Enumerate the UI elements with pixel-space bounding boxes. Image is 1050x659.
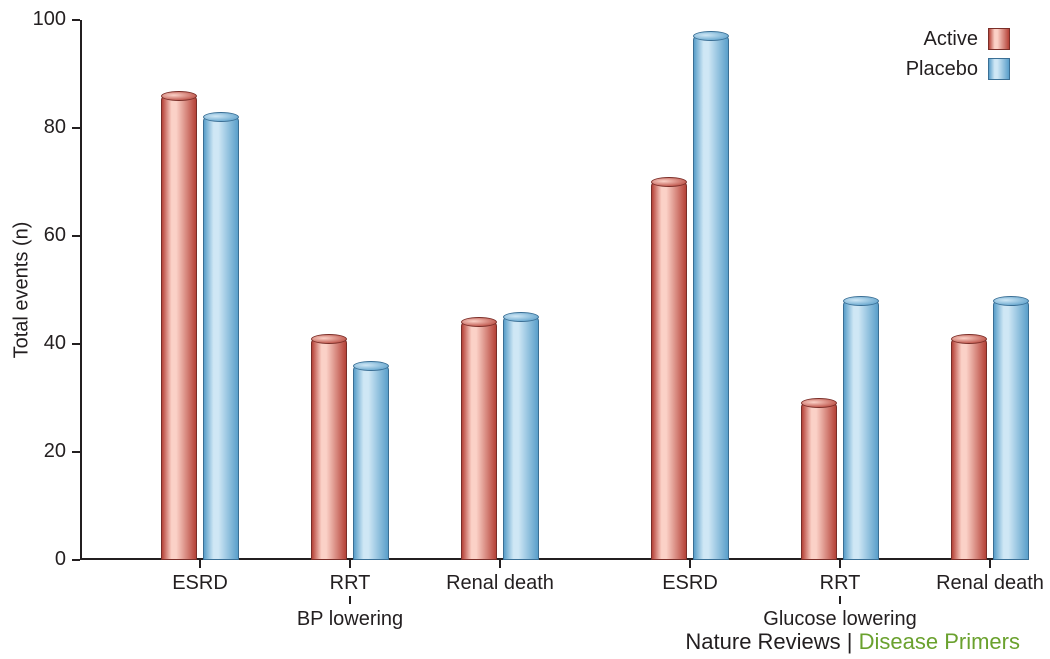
category-label: ESRD — [610, 572, 770, 595]
y-tick-label: 100 — [33, 8, 66, 31]
y-tick — [72, 343, 80, 345]
y-tick-label: 60 — [44, 224, 66, 247]
bar-cap — [651, 177, 687, 187]
x-tick — [839, 560, 841, 568]
bar — [843, 301, 879, 560]
x-tick — [689, 560, 691, 568]
y-tick — [72, 19, 80, 21]
x-tick — [989, 560, 991, 568]
y-axis-line — [80, 20, 82, 560]
group-label: Glucose lowering — [690, 608, 990, 631]
credit-separator: | — [841, 629, 859, 654]
bar — [993, 301, 1029, 560]
bar-cap — [993, 296, 1029, 306]
bar-cap — [951, 334, 987, 344]
credit-line: Nature Reviews | Disease Primers — [685, 629, 1020, 655]
y-tick — [72, 127, 80, 129]
bar-cap — [161, 91, 197, 101]
category-label: RRT — [270, 572, 430, 595]
bar — [651, 182, 687, 560]
legend-swatch — [988, 28, 1010, 50]
bar — [311, 339, 347, 560]
credit-suffix: Disease Primers — [859, 629, 1020, 654]
x-tick — [199, 560, 201, 568]
bar — [461, 322, 497, 560]
category-label: Renal death — [420, 572, 580, 595]
bar — [693, 36, 729, 560]
legend-item-label: Placebo — [906, 58, 978, 81]
bar — [353, 366, 389, 560]
bar-cap — [843, 296, 879, 306]
category-label: RRT — [760, 572, 920, 595]
y-tick-label: 20 — [44, 440, 66, 463]
category-label: Renal death — [910, 572, 1050, 595]
chart-container: Total events (n) Nature Reviews | Diseas… — [0, 0, 1050, 659]
legend-item-label: Active — [924, 28, 978, 51]
bar — [503, 317, 539, 560]
y-tick — [72, 559, 80, 561]
y-axis-title: Total events (n) — [11, 140, 34, 440]
bar — [801, 403, 837, 560]
y-tick — [72, 235, 80, 237]
legend-swatch — [988, 58, 1010, 80]
y-tick — [72, 451, 80, 453]
group-tick — [349, 596, 351, 604]
y-tick-label: 40 — [44, 332, 66, 355]
bar — [161, 96, 197, 560]
credit-prefix: Nature Reviews — [685, 629, 840, 654]
bar — [203, 117, 239, 560]
x-tick — [499, 560, 501, 568]
group-label: BP lowering — [200, 608, 500, 631]
bar-cap — [353, 361, 389, 371]
category-label: ESRD — [120, 572, 280, 595]
bar-cap — [503, 312, 539, 322]
group-tick — [839, 596, 841, 604]
y-tick-label: 0 — [55, 548, 66, 571]
y-tick-label: 80 — [44, 116, 66, 139]
bar — [951, 339, 987, 560]
bar-cap — [311, 334, 347, 344]
x-tick — [349, 560, 351, 568]
